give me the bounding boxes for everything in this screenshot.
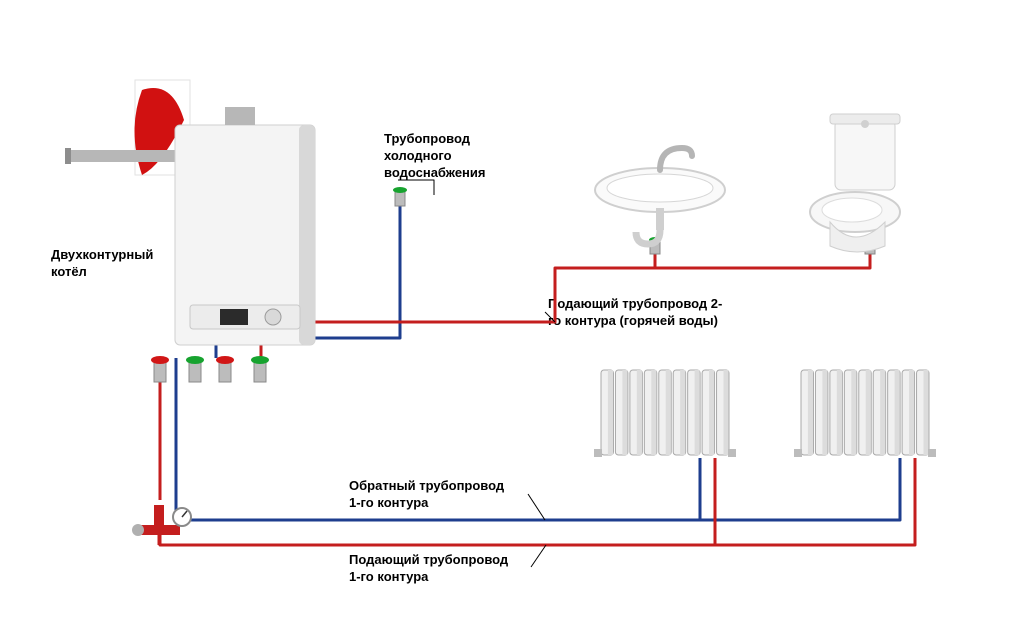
label-cold-line1: Трубопровод <box>384 131 486 148</box>
label-return-line1: Обратный трубопровод <box>349 478 504 495</box>
label-boiler-line2: котёл <box>51 264 153 281</box>
diagram-canvas <box>0 0 1022 637</box>
label-hot-line2: го контура (горячей воды) <box>548 313 722 330</box>
label-hot-supply: Подающий трубопровод 2- го контура (горя… <box>548 296 722 330</box>
label-boiler-line1: Двухконтурный <box>51 247 153 264</box>
label-supply-pipe: Подающий трубопровод 1-го контура <box>349 552 508 586</box>
label-supply-line1: Подающий трубопровод <box>349 552 508 569</box>
label-supply-line2: 1-го контура <box>349 569 508 586</box>
label-return-pipe: Обратный трубопровод 1-го контура <box>349 478 504 512</box>
label-boiler: Двухконтурный котёл <box>51 247 153 281</box>
label-return-line2: 1-го контура <box>349 495 504 512</box>
label-hot-line1: Подающий трубопровод 2- <box>548 296 722 313</box>
label-cold-pipe: Трубопровод холодного водоснабжения <box>384 131 486 182</box>
label-cold-line2: холодного <box>384 148 486 165</box>
label-cold-line3: водоснабжения <box>384 165 486 182</box>
